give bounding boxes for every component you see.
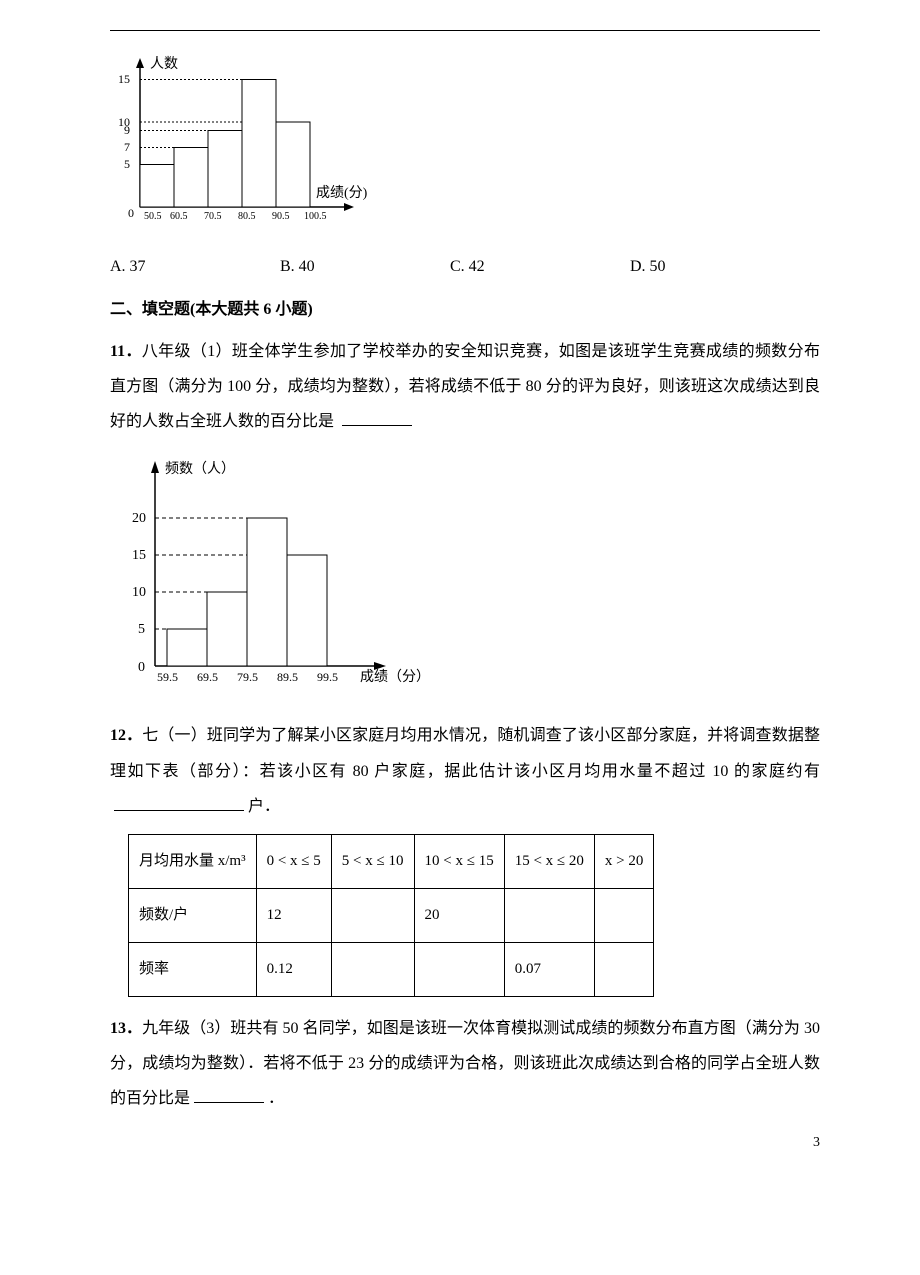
svg-text:70.5: 70.5 (204, 211, 222, 222)
section-2-title: 二、填空题(本大题共 6 小题) (110, 292, 820, 327)
page-number: 3 (813, 1128, 820, 1159)
svg-text:69.5: 69.5 (197, 670, 218, 684)
q13-text-b: ． (268, 1090, 284, 1107)
svg-text:20: 20 (132, 511, 146, 526)
svg-text:15: 15 (118, 72, 130, 86)
th-label: 月均用水量 x/m³ (129, 834, 257, 888)
chart2-ylabel: 频数（人） (165, 461, 235, 477)
q13-number: 13． (110, 1020, 142, 1037)
q12-text-a: 七（一）班同学为了解某小区家庭月均用水情况，随机调查了该小区部分家庭，并将调查数… (110, 727, 820, 779)
q10-options: A. 37 B. 40 C. 42 D. 50 (110, 249, 820, 284)
chart1-xlabel: 成绩(分) (316, 185, 368, 201)
option-c: C. 42 (450, 249, 630, 284)
q13-blank (194, 1088, 264, 1103)
q11-para: 11．八年级（1）班全体学生参加了学校举办的安全知识竞赛，如图是该班学生竞赛成绩… (110, 334, 820, 440)
table-row: 频率 0.12 0.07 (129, 942, 654, 996)
table-row: 频数/户 12 20 (129, 888, 654, 942)
svg-text:0: 0 (138, 660, 145, 675)
svg-text:79.5: 79.5 (237, 670, 258, 684)
option-b: B. 40 (280, 249, 450, 284)
q13-para: 13．九年级（3）班共有 50 名同学，如图是该班一次体育模拟测试成绩的频数分布… (110, 1011, 820, 1117)
chart2-xlabel: 成绩（分） (360, 669, 430, 685)
q11-blank (342, 411, 412, 426)
chart-q11: 频数（人） 成绩（分） 0 5 10 15 20 59.5 69.5 79.5 … (110, 451, 820, 714)
svg-text:5: 5 (124, 157, 130, 171)
svg-text:80.5: 80.5 (238, 211, 256, 222)
option-d: D. 50 (630, 249, 666, 284)
svg-text:59.5: 59.5 (157, 670, 178, 684)
svg-text:10: 10 (132, 585, 146, 600)
svg-text:50.5: 50.5 (144, 211, 162, 222)
q11-number: 11． (110, 343, 142, 360)
option-a: A. 37 (110, 249, 280, 284)
q12-text-b: 户． (248, 798, 280, 815)
svg-text:0: 0 (128, 206, 134, 220)
q11-text: 八年级（1）班全体学生参加了学校举办的安全知识竞赛，如图是该班学生竞赛成绩的频数… (110, 343, 820, 430)
q12-table: 月均用水量 x/m³ 0 < x ≤ 5 5 < x ≤ 10 10 < x ≤… (128, 834, 654, 997)
page-top-rule (110, 30, 820, 31)
chart1-ylabel: 人数 (150, 56, 178, 72)
chart-q10: 人数 成绩(分) 15 10 9 7 5 0 50.5 60.5 (110, 52, 820, 245)
svg-text:5: 5 (138, 622, 145, 637)
svg-text:99.5: 99.5 (317, 670, 338, 684)
svg-text:9: 9 (124, 123, 130, 137)
q12-para: 12．七（一）班同学为了解某小区家庭月均用水情况，随机调查了该小区部分家庭，并将… (110, 718, 820, 824)
q12-blank (114, 795, 244, 810)
svg-text:89.5: 89.5 (277, 670, 298, 684)
svg-text:100.5: 100.5 (304, 211, 327, 222)
table-row: 月均用水量 x/m³ 0 < x ≤ 5 5 < x ≤ 10 10 < x ≤… (129, 834, 654, 888)
svg-text:60.5: 60.5 (170, 211, 188, 222)
q12-number: 12． (110, 727, 142, 744)
svg-text:90.5: 90.5 (272, 211, 290, 222)
svg-text:15: 15 (132, 548, 146, 563)
svg-text:7: 7 (124, 140, 130, 154)
